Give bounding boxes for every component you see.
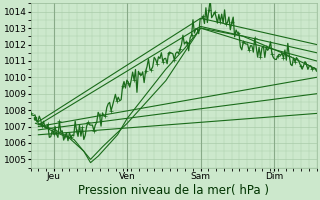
X-axis label: Pression niveau de la mer( hPa ): Pression niveau de la mer( hPa ) xyxy=(78,184,269,197)
